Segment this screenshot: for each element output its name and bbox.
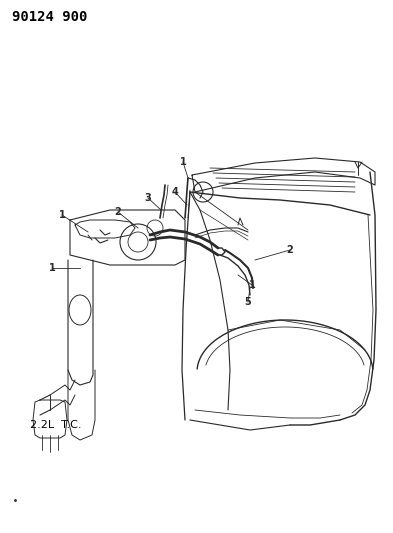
Text: 1: 1 (180, 157, 186, 167)
Text: 2.2L  T.C.: 2.2L T.C. (30, 420, 81, 430)
Text: 5: 5 (244, 297, 252, 307)
Text: 1: 1 (249, 280, 255, 290)
Text: 2: 2 (286, 245, 294, 255)
Text: 90124 900: 90124 900 (12, 10, 87, 24)
Text: 4: 4 (172, 187, 178, 197)
Text: 3: 3 (145, 193, 151, 203)
Text: 1: 1 (49, 263, 55, 273)
Text: 2: 2 (115, 207, 121, 217)
Text: 1: 1 (59, 210, 65, 220)
